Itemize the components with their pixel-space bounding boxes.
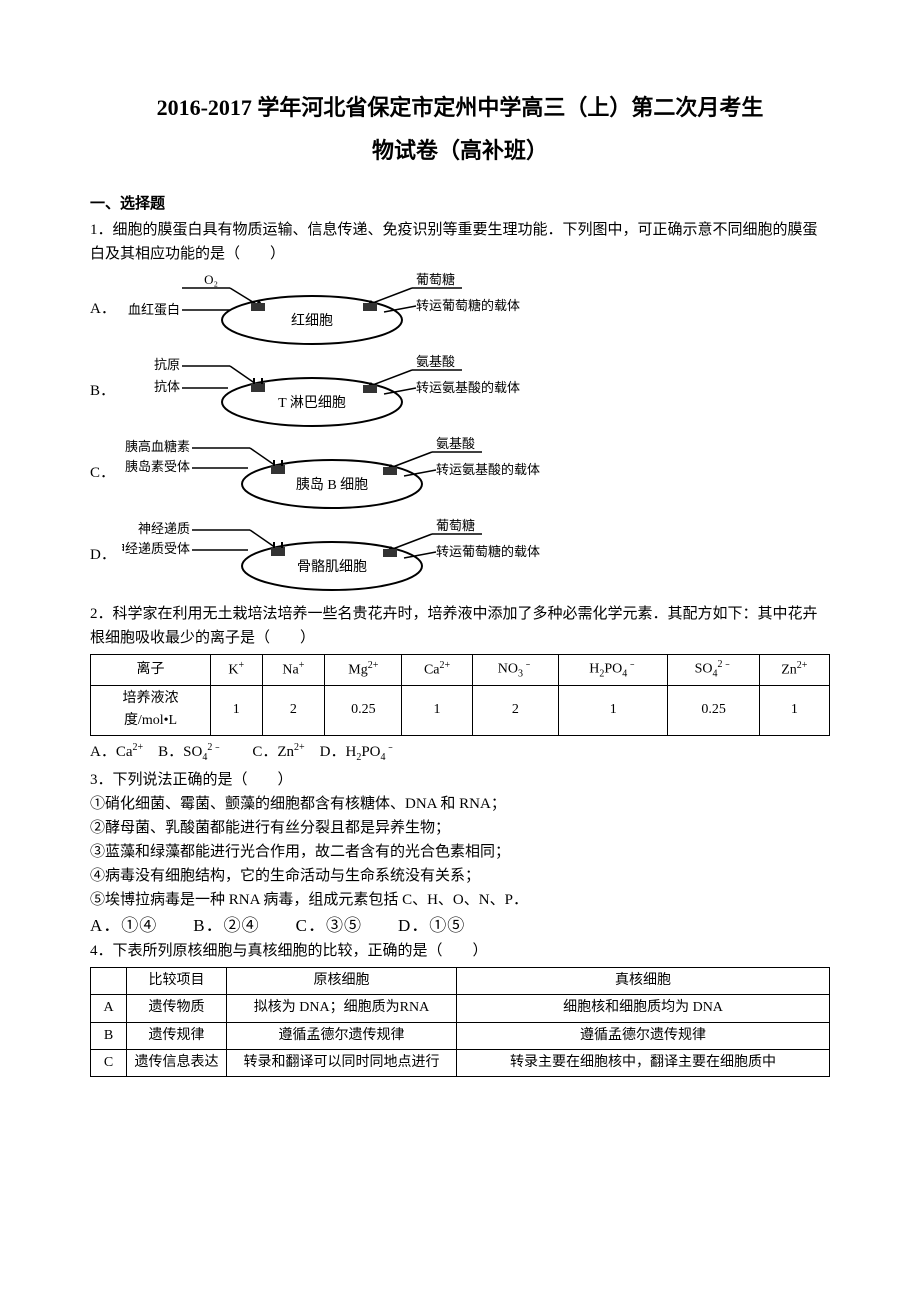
svg-text:胰岛素受体: 胰岛素受体 xyxy=(125,459,190,474)
q4-a2: 拟核为 DNA；细胞质为RNA xyxy=(227,995,457,1022)
svg-text:转运葡萄糖的载体: 转运葡萄糖的载体 xyxy=(416,298,520,313)
svg-text:转运葡萄糖的载体: 转运葡萄糖的载体 xyxy=(436,544,540,559)
q1-diagram-d: D． 骨骼肌细胞 神经递质 神经递质受体 葡萄糖 转运葡萄糖的载体 xyxy=(90,516,830,594)
svg-text:抗体: 抗体 xyxy=(154,379,180,394)
diagram-a-label: A． xyxy=(90,297,122,321)
q4-h3: 真核细胞 xyxy=(457,967,830,994)
svg-text:转运氨基酸的载体: 转运氨基酸的载体 xyxy=(416,380,520,395)
svg-text:T 淋巴细胞: T 淋巴细胞 xyxy=(278,395,346,411)
svg-text:氨基酸: 氨基酸 xyxy=(416,354,455,369)
svg-text:抗原: 抗原 xyxy=(154,357,180,372)
cell-diagram-b: T 淋巴细胞 抗原 抗体 氨基酸 转运氨基酸的载体 xyxy=(122,352,542,430)
table-row: A 遗传物质 拟核为 DNA；细胞质为RNA 细胞核和细胞质均为 DNA xyxy=(91,995,830,1022)
q3-item-5: ⑤埃博拉病毒是一种 RNA 病毒，组成元素包括 C、H、O、N、P． xyxy=(90,888,830,912)
q4-c1: 遗传信息表达 xyxy=(127,1049,227,1076)
q2-th-8: Zn2+ xyxy=(759,655,829,685)
q4-b0: B xyxy=(91,1022,127,1049)
q4-h2: 原核细胞 xyxy=(227,967,457,994)
q4-b3: 遵循孟德尔遗传规律 xyxy=(457,1022,830,1049)
title-line2: 物试卷（高补班） xyxy=(90,133,830,168)
q1-diagram-a: A． 红细胞 O₂ 血红蛋白 葡萄糖 转运葡萄糖的载体 xyxy=(90,270,830,348)
svg-text:胰高血糖素: 胰高血糖素 xyxy=(125,439,190,454)
q3-choices: A．①④ B．②④ C．③⑤ D．①⑤ xyxy=(90,912,830,939)
q2-val-6: 0.25 xyxy=(668,685,759,735)
svg-text:骨骼肌细胞: 骨骼肌细胞 xyxy=(297,559,367,575)
q2-th-0: 离子 xyxy=(91,655,211,685)
q4-b2: 遵循孟德尔遗传规律 xyxy=(227,1022,457,1049)
q2-th-7: SO42﹣ xyxy=(668,655,759,685)
q2-th-3: Mg2+ xyxy=(325,655,402,685)
q2-val-3: 1 xyxy=(402,685,472,735)
diagram-b-label: B． xyxy=(90,379,122,403)
q3-item-3: ③蓝藻和绿藻都能进行光合作用，故二者含有的光合色素相同； xyxy=(90,840,830,864)
table-row: 比较项目 原核细胞 真核细胞 xyxy=(91,967,830,994)
svg-text:神经递质受体: 神经递质受体 xyxy=(122,541,190,556)
q2-options: A．Ca2+ B．SO42﹣ C．Zn2+ D．H2PO4﹣ xyxy=(90,740,830,766)
svg-text:O₂: O₂ xyxy=(204,272,218,287)
svg-text:葡萄糖: 葡萄糖 xyxy=(436,518,475,533)
q4-h1: 比较项目 xyxy=(127,967,227,994)
svg-text:红细胞: 红细胞 xyxy=(291,313,333,329)
q4-a1: 遗传物质 xyxy=(127,995,227,1022)
q4-b1: 遗传规律 xyxy=(127,1022,227,1049)
q2-val-1: 2 xyxy=(262,685,325,735)
svg-text:神经递质: 神经递质 xyxy=(138,521,190,536)
q2-text: 2．科学家在利用无土栽培法培养一些名贵花卉时，培养液中添加了多种必需化学元素．其… xyxy=(90,602,830,650)
q2-table: 离子 K+ Na+ Mg2+ Ca2+ NO3﹣ H2PO4﹣ SO42﹣ Zn… xyxy=(90,654,830,735)
q4-text: 4．下表所列原核细胞与真核细胞的比较，正确的是（ ） xyxy=(90,939,830,963)
svg-text:转运氨基酸的载体: 转运氨基酸的载体 xyxy=(436,462,540,477)
q2-val-0: 1 xyxy=(211,685,263,735)
q2-val-4: 2 xyxy=(472,685,558,735)
q3-text: 3．下列说法正确的是（ ） xyxy=(90,768,830,792)
q4-c3: 转录主要在细胞核中，翻译主要在细胞质中 xyxy=(457,1049,830,1076)
q1-diagram-c: C． 胰岛 B 细胞 胰高血糖素 胰岛素受体 氨基酸 转运氨基酸的载体 xyxy=(90,434,830,512)
q3-item-4: ④病毒没有细胞结构，它的生命活动与生命系统没有关系； xyxy=(90,864,830,888)
table-row: 培养液浓度/mol•L 1 2 0.25 1 2 1 0.25 1 xyxy=(91,685,830,735)
q2-th-2: Na+ xyxy=(262,655,325,685)
q4-a0: A xyxy=(91,995,127,1022)
q3-item-2: ②酵母菌、乳酸菌都能进行有丝分裂且都是异养生物； xyxy=(90,816,830,840)
svg-text:葡萄糖: 葡萄糖 xyxy=(416,272,455,287)
q2-val-5: 1 xyxy=(559,685,668,735)
section-heading: 一、选择题 xyxy=(90,192,830,216)
q4-a3: 细胞核和细胞质均为 DNA xyxy=(457,995,830,1022)
diagram-c-label: C． xyxy=(90,461,122,485)
cell-diagram-d: 骨骼肌细胞 神经递质 神经递质受体 葡萄糖 转运葡萄糖的载体 xyxy=(122,516,562,594)
q2-val-7: 1 xyxy=(759,685,829,735)
q3-item-1: ①硝化细菌、霉菌、颤藻的细胞都含有核糖体、DNA 和 RNA； xyxy=(90,792,830,816)
table-row: 离子 K+ Na+ Mg2+ Ca2+ NO3﹣ H2PO4﹣ SO42﹣ Zn… xyxy=(91,655,830,685)
cell-diagram-a: 红细胞 O₂ 血红蛋白 葡萄糖 转运葡萄糖的载体 xyxy=(122,270,542,348)
q2-th-6: H2PO4﹣ xyxy=(559,655,668,685)
svg-text:血红蛋白: 血红蛋白 xyxy=(128,302,180,317)
table-row: C 遗传信息表达 转录和翻译可以同时同地点进行 转录主要在细胞核中，翻译主要在细… xyxy=(91,1049,830,1076)
cell-diagram-c: 胰岛 B 细胞 胰高血糖素 胰岛素受体 氨基酸 转运氨基酸的载体 xyxy=(122,434,562,512)
q4-h0 xyxy=(91,967,127,994)
q2-th-4: Ca2+ xyxy=(402,655,472,685)
q2-th-1: K+ xyxy=(211,655,263,685)
q2-th-5: NO3﹣ xyxy=(472,655,558,685)
q2-rowlabel: 培养液浓度/mol•L xyxy=(91,685,211,735)
q1-diagram-b: B． T 淋巴细胞 抗原 抗体 氨基酸 转运氨基酸的载体 xyxy=(90,352,830,430)
q4-table: 比较项目 原核细胞 真核细胞 A 遗传物质 拟核为 DNA；细胞质为RNA 细胞… xyxy=(90,967,830,1078)
q4-c0: C xyxy=(91,1049,127,1076)
table-row: B 遗传规律 遵循孟德尔遗传规律 遵循孟德尔遗传规律 xyxy=(91,1022,830,1049)
q2-val-2: 0.25 xyxy=(325,685,402,735)
diagram-d-label: D． xyxy=(90,543,122,567)
q1-text: 1．细胞的膜蛋白具有物质运输、信息传递、免疫识别等重要生理功能．下列图中，可正确… xyxy=(90,218,830,266)
svg-text:氨基酸: 氨基酸 xyxy=(436,436,475,451)
svg-text:胰岛 B 细胞: 胰岛 B 细胞 xyxy=(296,477,368,493)
q4-c2: 转录和翻译可以同时同地点进行 xyxy=(227,1049,457,1076)
title-line1: 2016-2017 学年河北省保定市定州中学高三（上）第二次月考生 xyxy=(90,90,830,125)
